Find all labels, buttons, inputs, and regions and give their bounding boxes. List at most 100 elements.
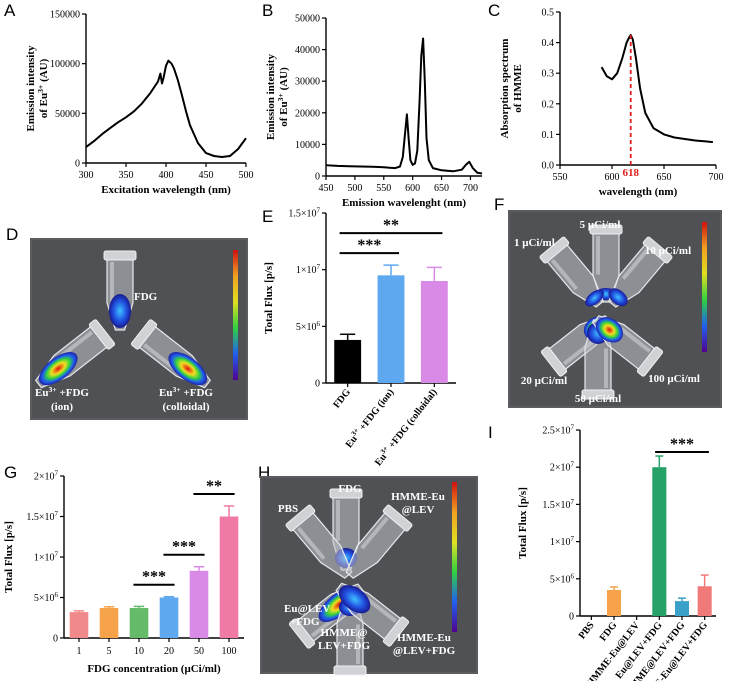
y-tick-label: 5×106 [34,591,59,604]
y-tick-label: 2×107 [550,461,575,474]
x-tick-label: 700 [709,172,724,183]
image-panel-f: 1 μCi/ml 5 μCi/ml 10 μCi/ml 20 μCi/ml 50 μCi… [508,210,722,408]
x-tick-label: FDG [598,620,620,644]
bar [652,467,667,616]
series-line [85,59,247,158]
image-label: (colloidal) [162,401,209,413]
image-label: 100 μCi/ml [648,373,700,385]
panel-letter: C [488,1,500,20]
bar [420,281,448,383]
color-scale-bar [233,250,238,380]
peak-marker-label: 618 [622,167,639,179]
x-axis-title: FDG concentration (μCi/ml) [87,663,221,675]
sample-tube [34,319,116,389]
x-tick-label: PBS [577,620,597,642]
bar [129,608,149,638]
x-tick-label: 650 [434,183,449,194]
image-label: 5 μCi/ml [580,219,621,231]
x-axis-title: wavelength (nm) [599,186,678,198]
panel-letter: F [494,195,504,214]
x-tick-label: 450 [319,183,334,194]
luminescence-signal [38,352,78,386]
x-tick-label: 550 [376,183,391,194]
y-tick-label: 30000 [295,77,320,88]
x-tick-label: 350 [119,170,134,181]
image-label: Eu@LEV [284,603,330,615]
panel-letter: G [4,463,17,482]
x-axis-title: Excitation wavelength (nm) [101,184,231,196]
y-tick-label: 2×107 [34,470,59,483]
significance-label: *** [142,569,166,586]
image-label: 20 μCi/ml [521,375,567,387]
image-label: @LEV+FDG [393,645,456,657]
sample-tube [335,582,410,647]
bar [99,608,119,638]
sample-tube [103,250,137,331]
sample-tube [539,236,604,308]
x-tick-label: 50 [194,646,204,657]
luminescence-signal [608,288,628,307]
image-label: 10 μCi/ml [645,245,691,257]
chart-panel-a: A 0 50000 100000 150000 300 350 400 450 500 Excita… [4,1,254,196]
chart-panel-b: B 0 10000 20000 30000 40000 50000 450 500 550 600 6… [262,1,483,209]
bar [377,275,405,383]
series-line [325,37,483,175]
y-tick-label: 0 [75,159,80,170]
y-tick-label: 0 [315,379,320,390]
bar [69,612,89,638]
y-axis-title: Absorption spectrumof HMME [499,39,524,139]
x-tick-label: 650 [657,172,672,183]
significance-label: *** [670,436,694,453]
x-tick-label: 1 [77,646,82,657]
image-label: HMME@ [321,627,368,639]
bar [697,586,712,616]
bar [189,570,209,638]
x-tick-label: 5 [107,646,112,657]
image-label: HMME-Eu [397,632,451,644]
y-tick-label: 10000 [295,140,320,151]
y-tick-label: 50000 [55,109,80,120]
luminescence-signal [338,585,371,614]
image-label: 50 μCi/ml [575,393,621,405]
y-axis-title: Total Flux [p/s] [3,521,15,593]
image-label: Eu3+ +FDG [35,385,89,400]
y-tick-label: 0.1 [542,130,555,141]
image-label: PBS [278,503,298,515]
image-label: HMME-Eu [391,491,445,503]
y-tick-label: 0.5 [542,8,555,19]
y-tick-label: 1×107 [296,263,321,276]
x-axis-title: Emission wavelenght (nm) [342,197,466,209]
y-tick-label: 1×107 [550,535,575,548]
y-tick-label: 0.4 [542,38,555,49]
y-tick-label: 20000 [295,108,320,119]
image-label: 1 μCi/ml [514,237,555,249]
luminescence-signal [108,294,132,328]
x-tick-label: 500 [239,170,254,181]
sample-tube [130,319,212,389]
panel-letter: A [4,1,16,20]
y-tick-label: 0 [315,172,320,183]
significance-label: *** [357,237,381,254]
chart-panel-c: C 0.0 0.1 0.2 0.3 0.4 0.5 550 600 650 700 wavelengt… [488,1,724,198]
y-tick-label: 5×106 [550,572,575,585]
y-axis-title: Emission intensityof Eu3+ (AU) [265,54,290,140]
x-tick-label: 450 [199,170,214,181]
sample-tube [608,236,673,308]
y-tick-label: 0.0 [542,161,555,172]
x-tick-label: 500 [347,183,362,194]
image-label: +FDG [290,616,320,628]
x-tick-label: 100 [222,646,237,657]
y-tick-label: 100000 [50,59,80,70]
significance-label: *** [172,539,196,556]
y-tick-label: 40000 [295,45,320,56]
image-label: FDG [338,483,362,495]
x-tick-label: 20 [164,646,174,657]
x-tick-label: 10 [134,646,144,657]
luminescence-signal [585,289,604,307]
bar [159,597,179,638]
y-tick-label: 150000 [50,10,80,21]
y-tick-label: 1×107 [34,551,59,564]
